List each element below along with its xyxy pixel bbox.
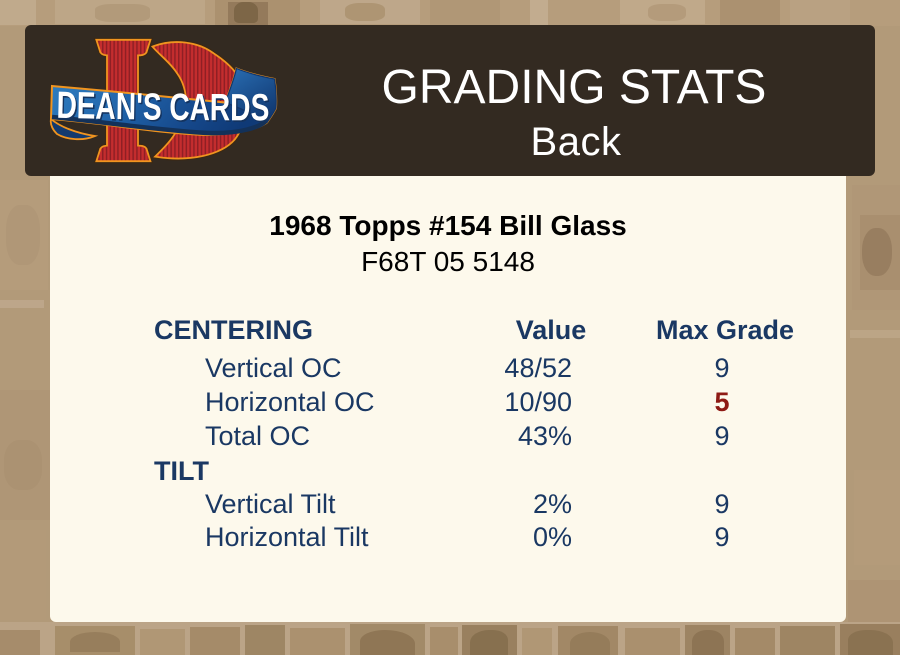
svg-text:DEAN'S CARDS: DEAN'S CARDS — [56, 85, 269, 129]
svg-text:DEAN'S CARDS: DEAN'S CARDS — [58, 86, 271, 130]
